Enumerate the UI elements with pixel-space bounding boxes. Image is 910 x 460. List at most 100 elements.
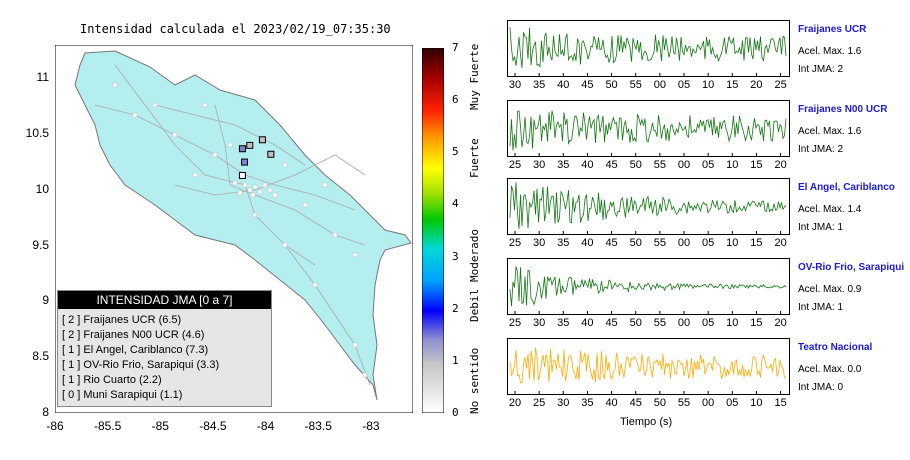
time-tick-label: 55: [629, 79, 642, 91]
town-marker: [267, 187, 273, 193]
station-name: Fraijanes N00 UCR: [798, 104, 888, 115]
waveform-frame: [507, 20, 790, 77]
lon-tick-label: -84.5: [199, 419, 227, 433]
colorbar-tick: 4: [452, 197, 459, 211]
town-marker: [352, 252, 358, 258]
time-tick-label: 35: [557, 237, 570, 249]
time-tick-label: 20: [750, 79, 763, 91]
time-tick-label: 35: [533, 79, 546, 91]
lon-tick-label: -84: [256, 419, 275, 433]
time-tick-label: 05: [702, 317, 715, 329]
station-accel: Acel. Max. 1.6: [798, 126, 862, 137]
colorbar-tick: 6: [452, 93, 459, 107]
colorbar-tick: 2: [452, 301, 459, 315]
road-6: [154, 104, 306, 166]
lat-tick-label: 11: [36, 70, 49, 85]
time-tick-label: 50: [629, 237, 642, 249]
time-tick-label: 00: [653, 79, 666, 91]
time-tick-label: 15: [750, 237, 763, 249]
time-tick-label: 40: [581, 159, 594, 171]
lon-tick-label: -83.5: [304, 419, 332, 433]
station-marker: [258, 136, 266, 144]
time-tick-label: 00: [677, 159, 691, 171]
time-tick-label: 05: [677, 79, 691, 91]
waveform-trace: [509, 182, 787, 229]
town-marker: [132, 112, 138, 118]
time-tick-label: 15: [726, 79, 739, 91]
time-tick-label: 10: [702, 79, 715, 91]
legend-row: [ 1 ] Rio Cuarto (2.2): [62, 374, 162, 386]
time-tick-label: 15: [774, 397, 787, 409]
time-tick-label: 55: [653, 237, 666, 249]
town-marker: [302, 202, 308, 208]
land-shape: [74, 50, 412, 401]
costa-rica-landmass: [74, 50, 412, 401]
time-tick-label: 30: [533, 159, 546, 171]
town-marker: [282, 242, 288, 248]
time-axis-label: Tiempo (s): [620, 416, 673, 428]
legend-title: INTENSIDAD JMA [0 a 7]: [58, 291, 271, 309]
station-name: El Angel, Cariblanco: [798, 182, 895, 193]
time-tick-label: 30: [533, 317, 546, 329]
town-marker: [282, 162, 288, 168]
lat-tick-label: 8: [42, 405, 49, 419]
time-tick-label: 00: [677, 237, 691, 249]
lat-tick-label: 9: [42, 293, 49, 308]
time-tick-label: 45: [629, 397, 642, 409]
time-tick-label: 40: [581, 237, 594, 249]
waveform-panel: [507, 338, 790, 395]
time-tick-label: 50: [653, 397, 666, 409]
lat-tick-label: 10.5: [25, 126, 49, 141]
station-marker: [246, 141, 254, 149]
station-name: Fraijanes UCR: [798, 24, 867, 35]
town-marker: [252, 184, 258, 190]
town-marker: [152, 102, 158, 108]
road-1: [94, 104, 356, 211]
town-marker: [272, 192, 278, 198]
town-marker: [362, 372, 368, 378]
time-tick-label: 00: [677, 317, 691, 329]
time-tick-label: 40: [605, 397, 618, 409]
station-intensity: Int JMA: 0: [798, 382, 844, 393]
time-tick-label: 25: [533, 397, 546, 409]
time-tick-label: 45: [581, 79, 594, 91]
town-marker: [252, 212, 258, 218]
time-tick-label: 30: [557, 397, 570, 409]
lat-tick-label: 10: [35, 181, 49, 196]
town-marker: [237, 190, 243, 196]
waveform-panel: [507, 178, 790, 235]
time-tick-label: 20: [774, 237, 787, 249]
legend-row: [ 2 ] Fraijanes UCR (6.5): [62, 314, 182, 326]
station-accel: Acel. Max. 0.0: [798, 364, 862, 375]
time-tick-label: 40: [557, 79, 570, 91]
waveform-trace: [509, 27, 787, 68]
time-tick-label: 55: [677, 397, 691, 409]
time-tick-label: 05: [702, 159, 715, 171]
station-accel: Acel. Max. 1.6: [798, 46, 862, 57]
time-tick-label: 00: [702, 397, 715, 409]
time-tick-label: 50: [629, 159, 642, 171]
time-tick-label: 55: [653, 159, 666, 171]
town-marker: [312, 282, 318, 288]
time-tick-label: 45: [605, 159, 618, 171]
time-tick-label: 10: [726, 237, 739, 249]
time-tick-label: 45: [605, 237, 618, 249]
colorbar-label-fuerte: Fuerte: [468, 138, 481, 178]
lon-tick-label: -85: [151, 419, 169, 433]
station-accel: Acel. Max. 1.4: [798, 204, 862, 215]
time-tick-label: 35: [557, 159, 570, 171]
time-tick-label: 55: [653, 317, 666, 329]
intensity-colorbar: [422, 48, 444, 413]
time-tick-label: 20: [774, 159, 787, 171]
town-marker: [332, 232, 338, 238]
waveform-frame: [507, 258, 790, 315]
legend-row: [ 0 ] Muni Sarapiqui (1.1): [62, 389, 183, 401]
town-marker: [232, 180, 238, 186]
station-intensity: Int JMA: 2: [798, 144, 844, 155]
colorbar-tick: 0: [452, 406, 459, 419]
time-tick-label: 50: [605, 79, 618, 91]
station-marker: [241, 158, 249, 166]
station-intensity: Int JMA: 2: [798, 64, 844, 75]
colorbar-label-moderado: Moderado: [468, 229, 481, 282]
time-tick-label: 10: [750, 397, 763, 409]
